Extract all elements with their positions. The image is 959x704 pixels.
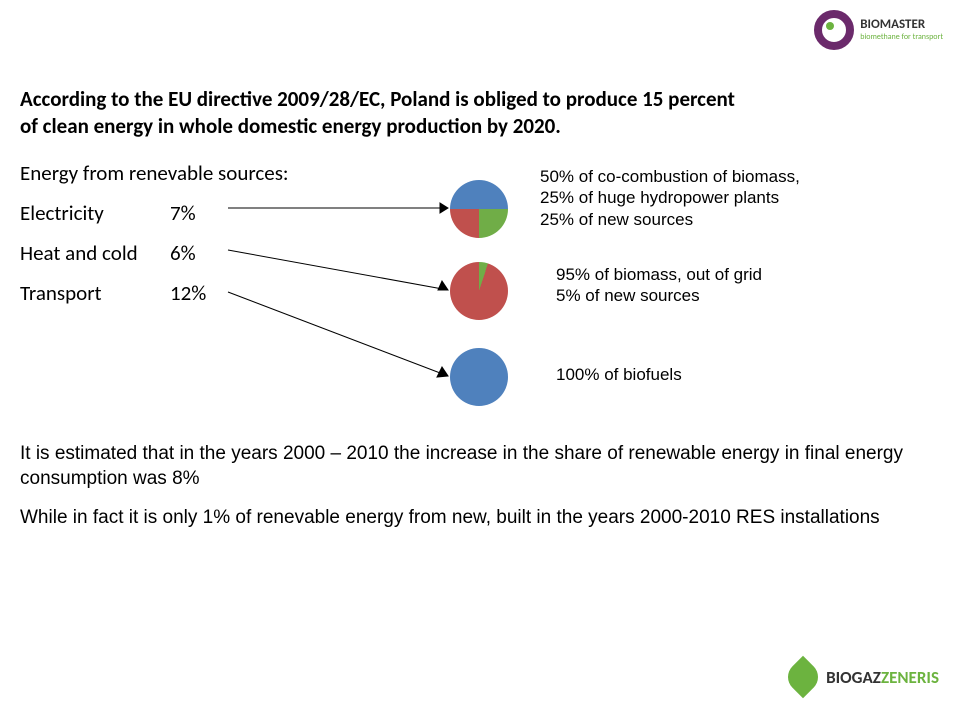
biomaster-logo-icon	[814, 10, 854, 50]
biomaster-name: BIOMASTER	[860, 18, 943, 32]
sources-list: Electricity 7% Heat and cold 6% Transpor…	[20, 200, 230, 320]
bottom-paragraph-2: While in fact it is only 1% of renevable…	[20, 506, 920, 531]
pie-electricity-desc: 50% of co-combustion of biomass, 25% of …	[540, 166, 800, 230]
biomaster-tagline: biomethane for transport	[860, 33, 943, 42]
biogazzeneris-text: BIOGAZZENERIS	[826, 667, 939, 688]
leaf-icon	[782, 656, 824, 698]
source-row-electricity: Electricity 7%	[20, 200, 230, 226]
pie-heat-desc: 95% of biomass, out of grid 5% of new so…	[556, 264, 762, 307]
source-row-heat: Heat and cold 6%	[20, 240, 230, 266]
source-label: Heat and cold	[20, 240, 170, 266]
bottom-paragraph-1: It is estimated that in the years 2000 –…	[20, 442, 920, 491]
pie-heat	[450, 262, 508, 320]
source-value: 7%	[170, 200, 230, 226]
biomaster-logo-text: BIOMASTER biomethane for transport	[860, 18, 943, 41]
source-row-transport: Transport 12%	[20, 280, 230, 306]
biomaster-logo: BIOMASTER biomethane for transport	[814, 10, 943, 50]
logo-part2: ZENERIS	[881, 667, 939, 688]
pie-electricity	[450, 180, 508, 238]
source-label: Electricity	[20, 200, 170, 226]
source-label: Transport	[20, 280, 170, 306]
source-value: 12%	[170, 280, 230, 306]
biogazzeneris-logo: BIOGAZZENERIS	[788, 662, 939, 692]
logo-part1: BIOGAZ	[826, 667, 881, 688]
page-title: According to the EU directive 2009/28/EC…	[20, 86, 740, 141]
pie-transport-desc: 100% of biofuels	[556, 364, 682, 385]
source-value: 6%	[170, 240, 230, 266]
subheading: Energy from renevable sources:	[20, 160, 289, 186]
pie-transport	[450, 348, 508, 406]
